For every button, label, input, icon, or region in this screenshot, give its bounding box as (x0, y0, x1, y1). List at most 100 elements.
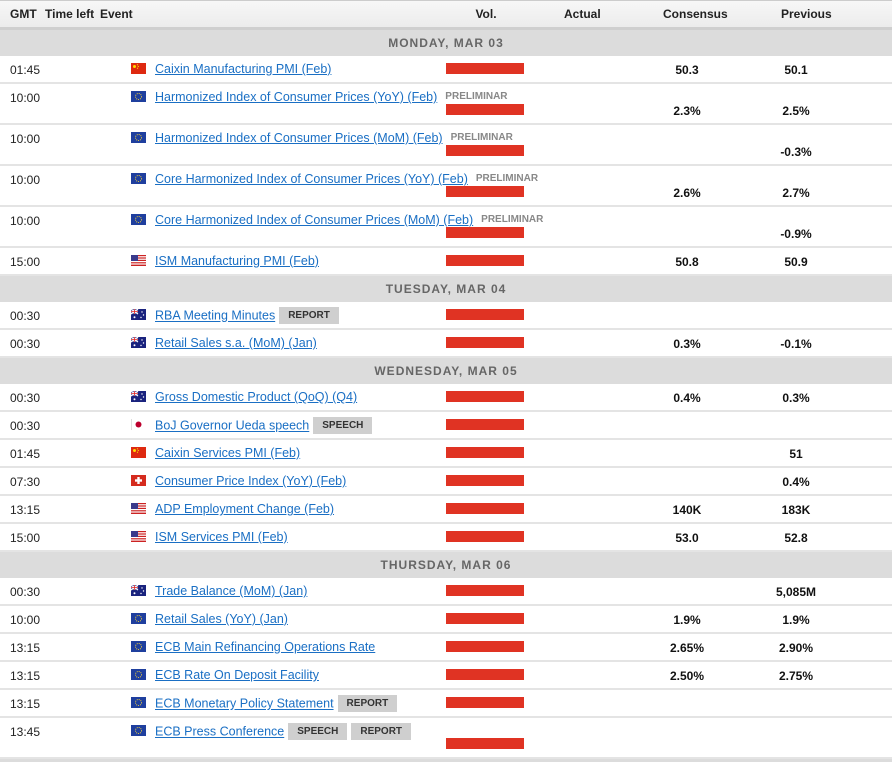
table-row[interactable]: 15:00 ISM Manufacturing PMI (Feb) 50.8 5… (0, 248, 892, 276)
previous-value: -0.3% (780, 145, 812, 159)
event-link[interactable]: Core Harmonized Index of Consumer Prices… (155, 172, 468, 186)
volatility-bar (446, 186, 524, 197)
eu-flag-icon (131, 214, 146, 225)
header-vol[interactable]: Vol. (475, 7, 497, 21)
speech-badge[interactable]: SPEECH (313, 417, 373, 434)
table-row[interactable]: 10:00 Retail Sales (YoY) (Jan) 1.9% 1.9% (0, 606, 892, 634)
header-event[interactable]: Event (100, 7, 133, 21)
header-actual[interactable]: Actual (564, 7, 601, 21)
preliminary-badge: PRELIMINAR (475, 173, 539, 185)
eu-flag-icon (131, 697, 146, 708)
eu-flag-icon (131, 613, 146, 624)
event-cell: Consumer Price Index (YoY) (Feb) (155, 474, 346, 488)
event-link[interactable]: Consumer Price Index (YoY) (Feb) (155, 474, 347, 488)
event-cell: BoJ Governor Ueda speech SPEECH (155, 417, 373, 435)
economic-calendar: MONDAY, MAR 03 01:45 Caixin Manufacturin… (0, 30, 892, 759)
volatility-bar (446, 738, 524, 749)
event-link[interactable]: ECB Press Conference (155, 724, 285, 739)
event-cell: Caixin Manufacturing PMI (Feb) (155, 62, 331, 76)
event-link[interactable]: ISM Manufacturing PMI (Feb) (155, 254, 319, 268)
event-time: 10:00 (10, 91, 41, 105)
event-link[interactable]: Retail Sales (YoY) (Jan) (155, 612, 288, 626)
consensus-value: 2.50% (669, 669, 705, 683)
table-row[interactable]: 10:00 Core Harmonized Index of Consumer … (0, 166, 892, 207)
table-row[interactable]: 00:30 Trade Balance (MoM) (Jan) 5,085M (0, 578, 892, 606)
event-link[interactable]: ECB Main Refinancing Operations Rate (155, 640, 376, 654)
table-row[interactable]: 10:00 Harmonized Index of Consumer Price… (0, 84, 892, 125)
table-row[interactable]: 13:15 ECB Rate On Deposit Facility 2.50%… (0, 662, 892, 690)
report-badge[interactable]: REPORT (279, 307, 339, 324)
table-row[interactable]: 13:15 ADP Employment Change (Feb) 140K 1… (0, 496, 892, 524)
table-row[interactable]: 00:30 BoJ Governor Ueda speech SPEECH (0, 412, 892, 440)
consensus-value: 140K (672, 503, 702, 517)
event-time: 00:30 (10, 337, 41, 351)
header-consensus[interactable]: Consensus (663, 7, 728, 21)
event-time: 10:00 (10, 132, 41, 146)
report-badge[interactable]: REPORT (351, 723, 412, 740)
volatility-bar (446, 337, 524, 348)
australia-flag-icon (130, 584, 146, 596)
speech-badge[interactable]: SPEECH (288, 723, 348, 740)
event-link[interactable]: ISM Services PMI (Feb) (155, 530, 288, 544)
event-link[interactable]: RBA Meeting Minutes (155, 308, 276, 323)
table-row[interactable]: 01:45 Caixin Manufacturing PMI (Feb) 50.… (0, 56, 892, 84)
header-time-left[interactable]: Time left (45, 7, 95, 21)
volatility-bar (446, 585, 524, 596)
volatility-bar (446, 309, 524, 320)
day-header: TUESDAY, MAR 04 (0, 276, 892, 302)
consensus-value: 0.4% (673, 391, 701, 405)
table-row[interactable]: 15:00 ISM Services PMI (Feb) 53.0 52.8 (0, 524, 892, 552)
event-cell: ECB Rate On Deposit Facility (155, 668, 319, 682)
eu-flag-icon (131, 669, 146, 680)
eu-flag-icon (131, 91, 146, 102)
event-link[interactable]: BoJ Governor Ueda speech (155, 418, 310, 433)
table-row[interactable]: 00:30 RBA Meeting Minutes REPORT (0, 302, 892, 330)
us-flag-icon (131, 531, 146, 542)
event-link[interactable]: Harmonized Index of Consumer Prices (YoY… (155, 90, 438, 104)
volatility-bar (446, 447, 524, 458)
volatility-bar (446, 145, 524, 156)
event-link[interactable]: ADP Employment Change (Feb) (155, 502, 335, 516)
previous-value: 51 (789, 447, 803, 461)
consensus-value: 2.65% (669, 641, 705, 655)
volatility-bar (446, 641, 524, 652)
table-row[interactable]: 10:00 Core Harmonized Index of Consumer … (0, 207, 892, 248)
eu-flag-icon (131, 725, 146, 736)
event-cell: Trade Balance (MoM) (Jan) (155, 584, 307, 598)
event-link[interactable]: Trade Balance (MoM) (Jan) (155, 584, 308, 598)
event-cell: ISM Manufacturing PMI (Feb) (155, 254, 319, 268)
table-row[interactable]: 13:45 ECB Press Conference SPEECH REPORT (0, 718, 892, 759)
event-link[interactable]: Caixin Manufacturing PMI (Feb) (155, 62, 332, 76)
header-gmt[interactable]: GMT (10, 7, 37, 21)
table-row[interactable]: 00:30 Retail Sales s.a. (MoM) (Jan) 0.3%… (0, 330, 892, 358)
table-row[interactable]: 13:15 ECB Main Refinancing Operations Ra… (0, 634, 892, 662)
event-time: 15:00 (10, 531, 41, 545)
previous-value: -0.9% (780, 227, 812, 241)
header-previous[interactable]: Previous (781, 7, 832, 21)
event-time: 00:30 (10, 585, 41, 599)
event-cell: ISM Services PMI (Feb) (155, 530, 288, 544)
event-time: 00:30 (10, 391, 41, 405)
table-row[interactable]: 10:00 Harmonized Index of Consumer Price… (0, 125, 892, 166)
event-time: 01:45 (10, 63, 41, 77)
table-row[interactable]: 01:45 Caixin Services PMI (Feb) 51 (0, 440, 892, 468)
table-row[interactable]: 13:15 ECB Monetary Policy Statement REPOR… (0, 690, 892, 718)
volatility-bar (446, 419, 524, 430)
event-link[interactable]: ECB Monetary Policy Statement (155, 696, 334, 711)
event-time: 13:15 (10, 503, 41, 517)
event-link[interactable]: ECB Rate On Deposit Facility (155, 668, 319, 682)
event-cell: Harmonized Index of Consumer Prices (MoM… (155, 131, 513, 145)
report-badge[interactable]: REPORT (337, 695, 398, 712)
event-time: 10:00 (10, 613, 41, 627)
table-row[interactable]: 00:30 Gross Domestic Product (QoQ) (Q4) … (0, 384, 892, 412)
event-time: 07:30 (10, 475, 41, 489)
preliminary-badge: PRELIMINAR (450, 132, 513, 144)
event-link[interactable]: Core Harmonized Index of Consumer Prices… (155, 213, 474, 227)
event-link[interactable]: Caixin Services PMI (Feb) (155, 446, 301, 460)
event-link[interactable]: Gross Domestic Product (QoQ) (Q4) (155, 390, 358, 404)
consensus-value: 53.0 (675, 531, 699, 545)
table-row[interactable]: 07:30 Consumer Price Index (YoY) (Feb) 0… (0, 468, 892, 496)
previous-value: 52.8 (784, 531, 808, 545)
event-link[interactable]: Harmonized Index of Consumer Prices (MoM… (155, 131, 443, 145)
event-link[interactable]: Retail Sales s.a. (MoM) (Jan) (155, 336, 317, 350)
